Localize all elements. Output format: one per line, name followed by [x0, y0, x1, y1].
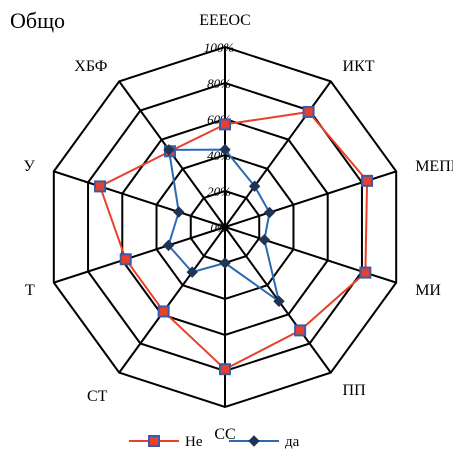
data-point: [219, 257, 231, 269]
radar-axis-labels: EEEOC ИКТ МЕПЕ МИ ПП СС СТ Т У ХБФ: [23, 12, 453, 443]
data-point: [119, 253, 132, 266]
axis-label: Т: [25, 282, 35, 299]
data-point: [248, 180, 261, 192]
axis-label: СС: [214, 426, 235, 443]
data-point: [157, 305, 170, 318]
data-point: [186, 266, 198, 278]
axis-spoke: [53, 226, 226, 284]
axis-label: ПП: [343, 382, 367, 399]
tick-label: 80%: [207, 76, 231, 91]
axis-label: EEEOC: [199, 12, 251, 29]
data-point: [258, 234, 271, 246]
series-2: [162, 143, 285, 307]
legend: Не да: [129, 434, 300, 450]
axis-label: ХБФ: [74, 58, 107, 75]
legend-label: Не: [185, 434, 203, 450]
data-point: [219, 118, 231, 131]
legend-label: да: [285, 434, 300, 450]
data-point: [162, 239, 175, 252]
axis-label: МЕПЕ: [415, 158, 453, 175]
data-point: [294, 324, 307, 337]
data-point: [173, 206, 185, 218]
data-point: [359, 266, 372, 279]
legend-marker: [148, 435, 160, 447]
legend-marker: [248, 435, 260, 447]
data-point: [273, 295, 285, 307]
data-point: [263, 206, 276, 219]
chart-title: Общо: [10, 8, 66, 33]
data-point: [163, 144, 175, 156]
data-point: [219, 143, 231, 156]
data-point: [219, 363, 231, 376]
legend-item: Не: [129, 434, 203, 450]
tick-label: 20%: [207, 184, 231, 199]
axis-spoke: [53, 170, 226, 228]
tick-label: 100%: [204, 40, 235, 55]
series-1: [94, 105, 374, 376]
data-point: [94, 180, 107, 193]
axis-spoke: [118, 226, 226, 374]
radar-series: [94, 105, 374, 376]
tick-label: 0%: [210, 220, 228, 235]
axis-label: СТ: [87, 388, 108, 405]
axis-label: МИ: [415, 282, 441, 299]
axis-label: У: [23, 158, 35, 175]
data-point: [302, 105, 315, 118]
axis-spoke: [224, 80, 332, 228]
axis-label: ИКТ: [343, 58, 375, 75]
legend-item: да: [229, 434, 300, 450]
data-point: [361, 174, 374, 187]
